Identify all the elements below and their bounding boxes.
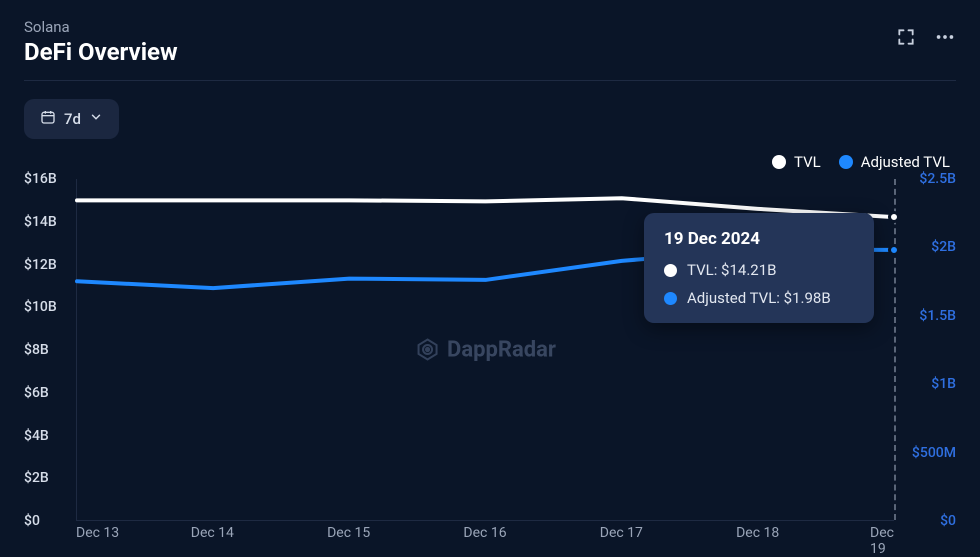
y-right-tick: $500M (912, 445, 956, 461)
y-left-tick: $2B (24, 470, 49, 486)
legend-label: TVL (794, 153, 821, 171)
divider (24, 80, 956, 81)
x-tick: Dec 15 (327, 525, 370, 541)
y-left-tick: $6B (24, 385, 49, 401)
x-tick: Dec 18 (736, 525, 779, 541)
header-actions (896, 18, 956, 48)
x-tick: Dec 13 (76, 525, 119, 541)
legend-dot (772, 155, 786, 169)
y-right-tick: $0 (940, 513, 956, 529)
more-icon[interactable] (934, 26, 956, 48)
y-left-tick: $0 (24, 513, 40, 529)
y-left-tick: $14B (24, 214, 57, 230)
y-right-tick: $1B (931, 376, 956, 392)
hover-marker (888, 244, 900, 256)
calendar-icon (40, 109, 56, 129)
chart[interactable]: $16B$14B$12B$10B$8B$6B$4B$2B$0 $2.5B$2B$… (24, 179, 956, 547)
tooltip: 19 Dec 2024 TVL: $14.21B Adjusted TVL: $… (644, 213, 874, 323)
x-tick: Dec 17 (600, 525, 643, 541)
tooltip-row: TVL: $14.21B (664, 261, 854, 279)
legend: TVL Adjusted TVL (24, 153, 956, 171)
tooltip-row: Adjusted TVL: $1.98B (664, 289, 854, 307)
plot-area[interactable]: DappRadar 19 Dec 2024 TVL: $14.21B Adjus… (76, 179, 894, 521)
x-tick: Dec 19 (870, 525, 894, 557)
y-left-tick: $16B (24, 171, 57, 187)
hover-line (894, 179, 896, 520)
tooltip-date: 19 Dec 2024 (664, 229, 854, 249)
chevron-down-icon (89, 110, 103, 128)
controls-row: 7d (24, 99, 956, 139)
tooltip-label: TVL: $14.21B (687, 261, 777, 279)
y-axis-right: $2.5B$2B$1.5B$1B$500M$0 (896, 179, 956, 521)
tooltip-label: Adjusted TVL: $1.98B (687, 289, 831, 307)
title-block: Solana DeFi Overview (24, 18, 178, 66)
hover-marker (888, 211, 900, 223)
y-left-tick: $10B (24, 299, 57, 315)
timerange-dropdown[interactable]: 7d (24, 99, 119, 139)
legend-label: Adjusted TVL (861, 153, 950, 171)
y-right-tick: $2B (931, 239, 956, 255)
y-left-tick: $4B (24, 428, 49, 444)
x-tick: Dec 16 (463, 525, 506, 541)
tooltip-dot (664, 292, 677, 305)
tooltip-dot (664, 264, 677, 277)
page-title: DeFi Overview (24, 38, 178, 66)
x-axis: Dec 13Dec 14Dec 15Dec 16Dec 17Dec 18Dec … (76, 525, 894, 547)
page-subtitle: Solana (24, 18, 178, 36)
timerange-label: 7d (64, 110, 81, 128)
y-right-tick: $1.5B (919, 308, 956, 324)
y-left-tick: $12B (24, 257, 57, 273)
y-right-tick: $2.5B (919, 171, 956, 187)
y-axis-left: $16B$14B$12B$10B$8B$6B$4B$2B$0 (24, 179, 74, 521)
header: Solana DeFi Overview (24, 18, 956, 66)
legend-item-adjusted-tvl[interactable]: Adjusted TVL (839, 153, 950, 171)
legend-dot (839, 155, 853, 169)
legend-item-tvl[interactable]: TVL (772, 153, 821, 171)
y-left-tick: $8B (24, 342, 49, 358)
x-tick: Dec 14 (191, 525, 234, 541)
expand-icon[interactable] (896, 27, 916, 47)
